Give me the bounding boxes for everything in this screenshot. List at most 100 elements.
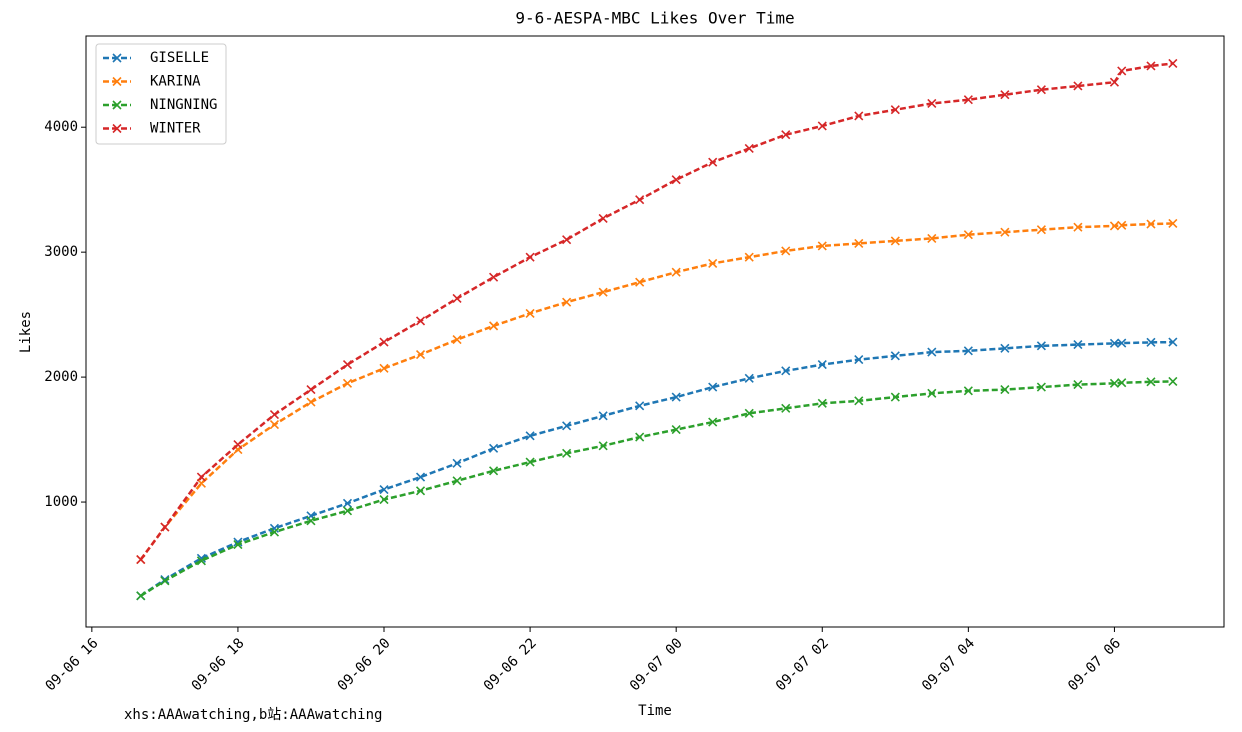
marker bbox=[160, 522, 170, 532]
marker bbox=[781, 403, 791, 413]
marker bbox=[890, 105, 900, 115]
marker bbox=[1073, 222, 1083, 232]
marker bbox=[269, 410, 280, 420]
marker bbox=[635, 277, 645, 287]
marker bbox=[452, 335, 462, 345]
marker bbox=[963, 386, 973, 396]
marker bbox=[708, 258, 718, 268]
marker bbox=[525, 252, 535, 262]
legend: GISELLE KARINA NINGNING WINTER bbox=[95, 43, 227, 145]
legend-label: WINTER bbox=[150, 121, 201, 137]
legend-marker bbox=[112, 123, 122, 134]
line bbox=[140, 340, 1173, 597]
marker bbox=[927, 233, 937, 243]
marker bbox=[598, 287, 608, 297]
y-tick-label: 2000 bbox=[44, 369, 78, 385]
marker bbox=[489, 466, 499, 476]
marker bbox=[1073, 340, 1083, 350]
marker bbox=[927, 388, 937, 398]
marker bbox=[1036, 85, 1046, 95]
footnote: xhs:AAAwatching,b站:AAAwatching bbox=[124, 707, 382, 723]
marker bbox=[452, 293, 462, 303]
marker bbox=[1000, 227, 1010, 237]
marker bbox=[1000, 385, 1010, 395]
marker bbox=[1073, 380, 1083, 390]
marker bbox=[817, 360, 827, 370]
marker bbox=[233, 440, 243, 450]
marker bbox=[708, 417, 718, 427]
marker bbox=[671, 392, 681, 402]
legend-marker bbox=[112, 100, 122, 110]
marker bbox=[890, 236, 900, 246]
marker bbox=[1117, 66, 1127, 76]
marker bbox=[379, 363, 389, 373]
marker bbox=[635, 432, 645, 442]
x-tick-label: 09-07 04 bbox=[919, 635, 978, 694]
marker bbox=[781, 246, 791, 256]
marker bbox=[1109, 378, 1120, 388]
marker bbox=[598, 411, 608, 421]
marker bbox=[1117, 220, 1127, 230]
marker bbox=[963, 230, 973, 240]
marker bbox=[233, 539, 243, 550]
marker bbox=[196, 472, 206, 482]
marker bbox=[562, 297, 572, 307]
marker bbox=[379, 337, 389, 347]
marker bbox=[489, 443, 499, 453]
marker bbox=[342, 498, 353, 508]
marker bbox=[306, 385, 316, 395]
marker bbox=[452, 476, 462, 486]
marker bbox=[562, 235, 572, 245]
marker bbox=[562, 421, 572, 431]
x-axis-label: Time bbox=[638, 703, 672, 719]
marker bbox=[1146, 377, 1156, 387]
legend-box bbox=[95, 43, 227, 145]
series bbox=[136, 218, 1178, 565]
line bbox=[139, 62, 1174, 561]
marker bbox=[963, 95, 973, 105]
legend-label: GISELLE bbox=[150, 50, 209, 66]
marker bbox=[1000, 343, 1010, 353]
marker bbox=[415, 316, 426, 326]
marker bbox=[525, 308, 535, 318]
marker bbox=[379, 484, 389, 495]
x-tick-label: 09-06 16 bbox=[43, 635, 102, 694]
marker bbox=[854, 396, 864, 406]
marker bbox=[415, 350, 426, 360]
marker bbox=[269, 527, 280, 537]
x-tick-label: 09-07 02 bbox=[773, 635, 832, 694]
marker bbox=[598, 213, 608, 223]
y-tick-label: 1000 bbox=[44, 494, 78, 510]
marker bbox=[1168, 376, 1178, 387]
marker bbox=[598, 441, 608, 451]
marker bbox=[269, 523, 280, 533]
x-tick-label: 09-06 20 bbox=[335, 635, 394, 694]
marker bbox=[306, 516, 316, 526]
marker bbox=[817, 241, 827, 251]
marker bbox=[671, 267, 681, 277]
marker bbox=[817, 121, 827, 131]
marker bbox=[269, 420, 280, 430]
marker bbox=[1117, 378, 1127, 388]
legend-label: KARINA bbox=[150, 74, 201, 90]
marker bbox=[890, 392, 900, 402]
legend-label: NINGNING bbox=[150, 97, 217, 113]
x-tick-label: 09-06 22 bbox=[481, 635, 540, 694]
marker bbox=[1036, 225, 1046, 235]
marker bbox=[854, 238, 864, 248]
marker bbox=[160, 576, 170, 586]
marker bbox=[525, 431, 535, 441]
marker bbox=[927, 347, 937, 357]
marker bbox=[744, 373, 754, 383]
marker bbox=[854, 355, 864, 365]
marker bbox=[1109, 77, 1120, 87]
marker bbox=[452, 458, 462, 468]
marker bbox=[671, 175, 681, 185]
marker bbox=[1109, 338, 1120, 348]
marker bbox=[1146, 61, 1156, 71]
marker bbox=[1109, 221, 1120, 231]
marker bbox=[136, 591, 146, 601]
marker bbox=[817, 398, 827, 408]
marker bbox=[1168, 218, 1178, 228]
